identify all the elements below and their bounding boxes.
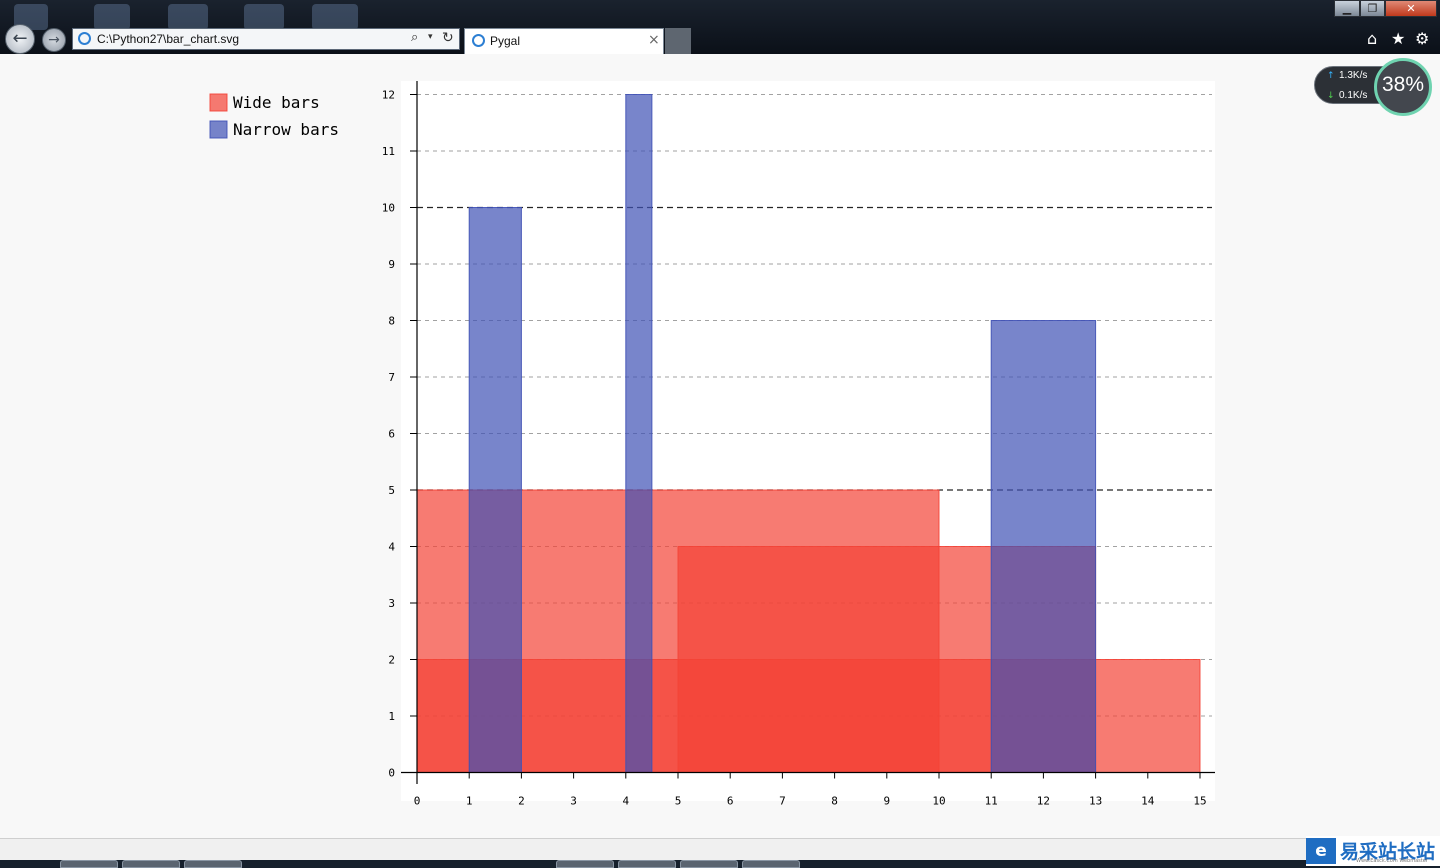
x-tick-label: 5 xyxy=(675,795,682,808)
tab-title: Pygal xyxy=(490,34,521,48)
tools-icon[interactable]: ⚙ xyxy=(1415,29,1430,48)
watermark-subtext: Www.Easck.Com Webmaster xyxy=(1356,858,1428,864)
taskbar-button[interactable] xyxy=(122,860,180,868)
network-monitor-widget[interactable]: ↑ 1.3K/s ↓ 0.1K/s 38% xyxy=(1314,58,1434,116)
y-tick-label: 10 xyxy=(382,202,395,215)
y-tick-label: 11 xyxy=(382,145,395,158)
y-tick-label: 8 xyxy=(388,315,395,328)
taskbar-thumbnail-decor xyxy=(94,4,130,30)
status-bar xyxy=(0,838,1440,860)
taskbar-button[interactable] xyxy=(680,860,738,868)
new-tab-button[interactable] xyxy=(665,28,691,54)
y-tick-label: 0 xyxy=(388,767,395,780)
close-icon: ✕ xyxy=(1406,2,1416,15)
taskbar-button[interactable] xyxy=(742,860,800,868)
browser-chrome: ← → C:\Python27\bar_chart.svg ⌕ ▾ ↻ Pyga… xyxy=(0,0,1440,54)
legend-swatch[interactable] xyxy=(209,120,228,139)
favorites-icon[interactable]: ★ xyxy=(1391,29,1406,48)
taskbar-thumbnail-decor xyxy=(244,4,284,30)
back-button[interactable]: ← xyxy=(5,24,35,54)
x-tick-label: 9 xyxy=(883,795,890,808)
tab-pygal[interactable]: Pygal × xyxy=(464,28,664,54)
legend-label[interactable]: Narrow bars xyxy=(233,120,339,139)
taskbar-button[interactable] xyxy=(618,860,676,868)
x-tick-label: 11 xyxy=(985,795,998,808)
y-tick-label: 6 xyxy=(388,428,395,441)
y-tick-label: 12 xyxy=(382,89,395,102)
chevron-down-icon[interactable]: ▾ xyxy=(428,32,433,42)
forward-icon: → xyxy=(48,32,60,48)
legend-swatch[interactable] xyxy=(209,93,228,112)
x-tick-label: 6 xyxy=(727,795,734,808)
x-tick-label: 13 xyxy=(1089,795,1102,808)
x-tick-label: 10 xyxy=(932,795,945,808)
taskbar xyxy=(0,860,1440,868)
x-tick-label: 3 xyxy=(570,795,577,808)
y-tick-label: 3 xyxy=(388,597,395,610)
minimize-icon: ▁ xyxy=(1342,2,1352,15)
download-speed: 0.1K/s xyxy=(1339,90,1368,101)
y-tick-label: 1 xyxy=(388,710,395,723)
axes xyxy=(401,81,1215,784)
forward-button[interactable]: → xyxy=(42,28,66,52)
y-tick-label: 4 xyxy=(388,541,395,554)
ie-tab-icon xyxy=(472,34,485,47)
watermark-logo-icon: e xyxy=(1306,838,1336,864)
y-tick-label: 9 xyxy=(388,258,395,271)
close-window-button[interactable]: ✕ xyxy=(1385,0,1437,17)
maximize-button[interactable]: ❐ xyxy=(1360,0,1385,17)
download-arrow-icon: ↓ xyxy=(1327,91,1335,101)
close-tab-icon[interactable]: × xyxy=(648,32,660,48)
bar[interactable] xyxy=(990,320,1097,773)
watermark-text: 易采站长站 xyxy=(1340,841,1436,863)
window-controls: ▁ ❐ ✕ xyxy=(1334,0,1437,18)
memory-usage-percent: 38% xyxy=(1381,73,1425,96)
back-icon: ← xyxy=(12,28,28,49)
address-url[interactable]: C:\Python27\bar_chart.svg xyxy=(97,32,240,46)
bar[interactable] xyxy=(468,207,522,773)
minimize-button[interactable]: ▁ xyxy=(1334,0,1360,17)
x-tick-label: 4 xyxy=(622,795,629,808)
x-tick-label: 0 xyxy=(414,795,421,808)
y-tick-label: 2 xyxy=(388,654,395,667)
upload-speed: 1.3K/s xyxy=(1339,70,1368,81)
memory-usage-ring[interactable]: 38% xyxy=(1374,58,1432,116)
home-icon[interactable]: ⌂ xyxy=(1367,29,1378,48)
watermark: e 易采站长站 Www.Easck.Com Webmaster xyxy=(1306,836,1440,866)
x-tick-label: 1 xyxy=(466,795,473,808)
x-tick-label: 8 xyxy=(831,795,838,808)
taskbar-thumbnail-decor xyxy=(312,4,358,30)
y-tick-label: 7 xyxy=(388,371,395,384)
x-tick-label: 12 xyxy=(1037,795,1050,808)
address-bar[interactable]: C:\Python27\bar_chart.svg ⌕ ▾ ↻ xyxy=(72,28,460,50)
bars xyxy=(416,94,1201,773)
search-icon[interactable]: ⌕ xyxy=(411,30,419,45)
legend-label[interactable]: Wide bars xyxy=(233,93,320,112)
refresh-icon[interactable]: ↻ xyxy=(442,30,454,46)
page-content: 0 1 2 3 4 5 6 7 8 9 10 11 12 0 1 2 3 4 5 6 7 8 9 10 11 12 13 14 15 W… xyxy=(0,54,1440,838)
legend: Wide bars Narrow bars xyxy=(209,93,339,139)
x-tick-label: 2 xyxy=(518,795,525,808)
taskbar-button[interactable] xyxy=(184,860,242,868)
bar[interactable] xyxy=(625,94,653,773)
taskbar-button[interactable] xyxy=(60,860,118,868)
maximize-icon: ❐ xyxy=(1367,2,1378,15)
upload-arrow-icon: ↑ xyxy=(1327,71,1335,81)
x-tick-label: 14 xyxy=(1141,795,1155,808)
ie-page-icon xyxy=(78,32,91,45)
x-tick-label: 7 xyxy=(779,795,786,808)
taskbar-thumbnail-decor xyxy=(168,4,208,30)
taskbar-button[interactable] xyxy=(556,860,614,868)
x-tick-label: 15 xyxy=(1193,795,1206,808)
y-tick-label: 5 xyxy=(388,484,395,497)
